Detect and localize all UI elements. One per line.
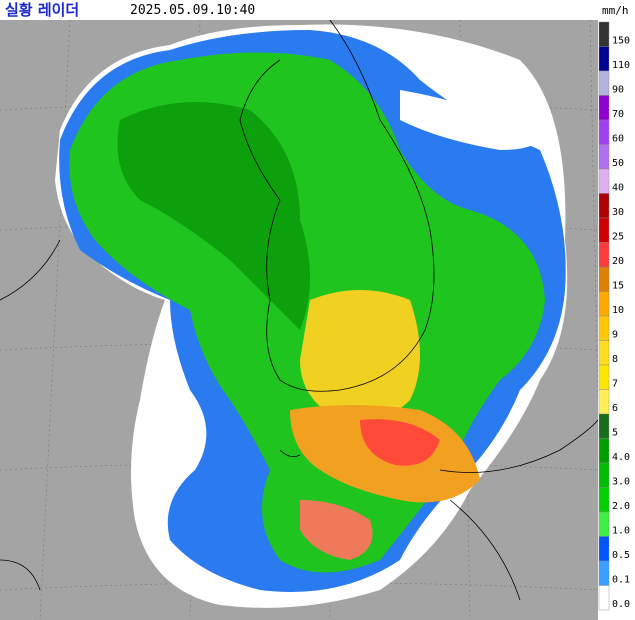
legend-swatch — [598, 364, 610, 390]
legend-swatch — [598, 340, 610, 366]
radar-echo — [55, 24, 568, 608]
legend-label: 20 — [612, 256, 624, 267]
legend-swatch — [598, 144, 610, 170]
legend-label: 3.0 — [612, 476, 630, 487]
unit: mm/h — [602, 4, 629, 17]
legend-swatch — [598, 413, 610, 439]
legend-swatch — [598, 95, 610, 121]
legend-swatch — [598, 242, 610, 268]
legend-swatch — [598, 266, 610, 292]
title: 실황 레이더 — [5, 1, 79, 19]
legend-swatch — [598, 487, 610, 513]
legend-label: 2.0 — [612, 501, 630, 512]
legend-label: 4.0 — [612, 452, 630, 463]
legend-label: 10 — [612, 305, 624, 316]
legend-swatch — [598, 585, 610, 611]
legend-label: 90 — [612, 84, 624, 95]
legend-swatch — [598, 438, 610, 464]
legend-swatch — [598, 46, 610, 72]
legend-swatch — [598, 21, 610, 47]
coastline — [0, 19, 599, 601]
legend-swatch — [598, 536, 610, 562]
legend-label: 0.5 — [612, 550, 630, 561]
legend-label: 40 — [612, 182, 624, 193]
legend-swatch — [598, 168, 610, 194]
legend-label: 7 — [612, 378, 618, 389]
legend-label: 0.1 — [612, 574, 630, 585]
legend-label: 110 — [612, 60, 630, 71]
legend-label: 15 — [612, 280, 624, 291]
legend-label: 50 — [612, 158, 624, 169]
legend-swatch — [598, 193, 610, 219]
legend-label: 8 — [612, 354, 618, 365]
legend-label: 30 — [612, 207, 624, 218]
header-bar — [0, 0, 635, 20]
legend-label: 0.0 — [612, 599, 630, 610]
legend-swatch — [598, 511, 610, 537]
legend-label: 60 — [612, 133, 624, 144]
legend-label: 25 — [612, 231, 624, 242]
legend-swatch — [598, 217, 610, 243]
legend-label: 5 — [612, 427, 618, 438]
legend-swatch — [598, 315, 610, 341]
legend-label: 6 — [612, 403, 618, 414]
legend-label: 1.0 — [612, 525, 630, 536]
timestamp: 2025.05.09.10:40 — [130, 3, 255, 18]
legend-swatch — [598, 291, 610, 317]
legend-swatch — [598, 462, 610, 488]
legend-label: 70 — [612, 109, 624, 120]
legend-swatch — [598, 389, 610, 415]
legend-swatch — [598, 119, 610, 145]
legend-swatch — [598, 70, 610, 96]
legend-label: 9 — [612, 329, 618, 340]
legend-label: 150 — [612, 35, 630, 46]
legend-swatch — [598, 560, 610, 586]
